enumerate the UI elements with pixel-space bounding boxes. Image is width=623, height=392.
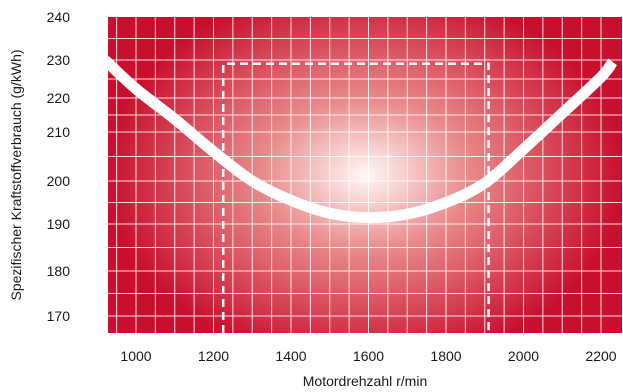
consumption-curve	[108, 55, 618, 224]
x-tick-label: 1800	[430, 348, 461, 364]
x-tick-label: 1000	[120, 348, 151, 364]
gridlines	[108, 17, 622, 333]
y-tick-label: 210	[47, 124, 71, 140]
y-tick-label: 240	[47, 9, 71, 25]
x-tick-label: 1200	[198, 348, 229, 364]
chart-marks	[108, 55, 618, 333]
x-tick-label: 1400	[275, 348, 306, 364]
x-axis-title: Motordrehzahl r/min	[303, 373, 428, 389]
tick-labels: 1000 1200 1400 1600 1800 2000 2200 170 180 190 200…	[47, 9, 617, 364]
x-tick-label: 1600	[353, 348, 384, 364]
y-tick-label: 230	[47, 52, 71, 68]
y-tick-label: 200	[47, 173, 71, 189]
y-tick-label: 190	[47, 216, 71, 232]
x-tick-label: 2000	[508, 348, 539, 364]
x-tick-label: 2200	[585, 348, 616, 364]
y-tick-label: 170	[47, 308, 71, 324]
operating-range-outline	[221, 62, 490, 333]
plot-area	[108, 17, 622, 333]
y-tick-label: 220	[47, 90, 71, 106]
y-axis-title: Spezifischer Kraftstoffverbrauch (g/kWh)	[8, 49, 24, 300]
y-tick-label: 180	[47, 263, 71, 279]
